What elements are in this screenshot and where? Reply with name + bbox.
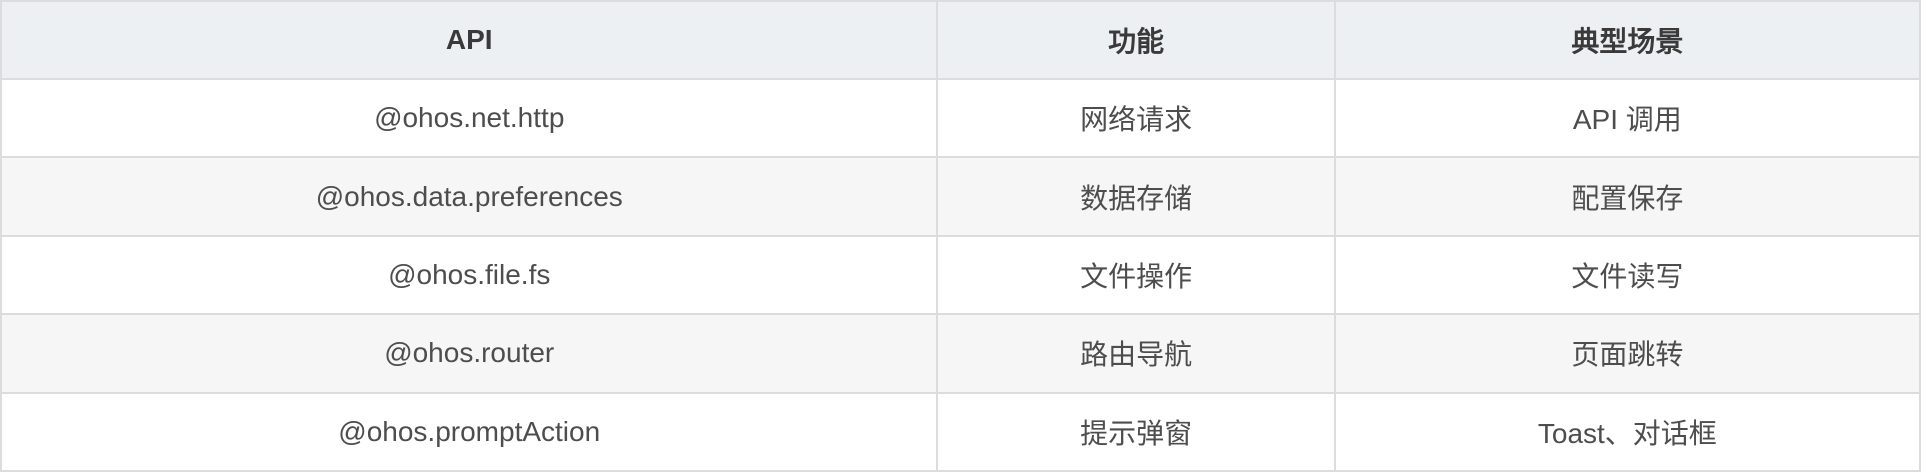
table-row: @ohos.data.preferences 数据存储 配置保存: [0, 156, 1922, 237]
cell-scenario: 页面跳转: [1333, 313, 1922, 394]
table-row: @ohos.net.http 网络请求 API 调用: [0, 77, 1922, 159]
cell-api: @ohos.router: [0, 313, 939, 394]
cell-scenario: 文件读写: [1333, 234, 1922, 316]
table-header-row: API 功能 典型场景: [0, 0, 1922, 80]
column-header-scenario: 典型场景: [1333, 0, 1922, 80]
cell-function: 路由导航: [936, 313, 1336, 394]
table-row: @ohos.file.fs 文件操作 文件读写: [0, 234, 1922, 316]
cell-function: 数据存储: [936, 156, 1336, 237]
cell-scenario: API 调用: [1333, 77, 1922, 159]
column-header-function: 功能: [936, 0, 1336, 80]
cell-scenario: Toast、对话框: [1333, 391, 1922, 472]
cell-function: 网络请求: [936, 77, 1336, 159]
cell-api: @ohos.data.preferences: [0, 156, 939, 237]
table-row: @ohos.promptAction 提示弹窗 Toast、对话框: [0, 391, 1922, 472]
cell-function: 提示弹窗: [936, 391, 1336, 472]
cell-api: @ohos.file.fs: [0, 234, 939, 316]
cell-scenario: 配置保存: [1333, 156, 1922, 237]
table-row: @ohos.router 路由导航 页面跳转: [0, 313, 1922, 394]
cell-function: 文件操作: [936, 234, 1336, 316]
cell-api: @ohos.promptAction: [0, 391, 939, 472]
column-header-api: API: [0, 0, 939, 80]
cell-api: @ohos.net.http: [0, 77, 939, 159]
